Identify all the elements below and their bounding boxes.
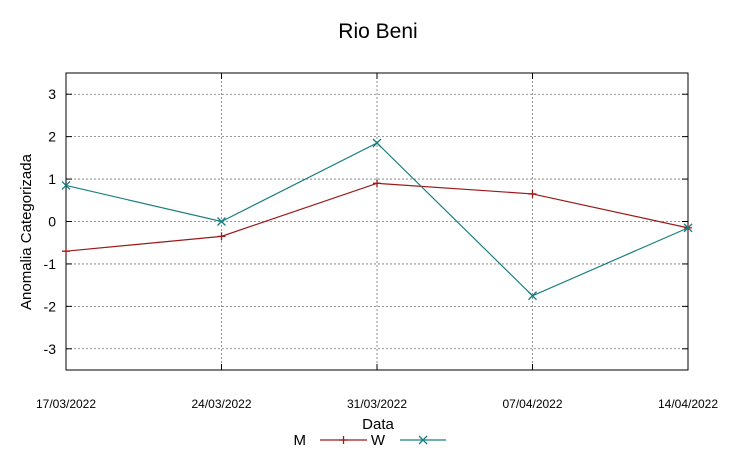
- cross-marker: [372, 138, 382, 148]
- x-tick-label: 31/03/2022: [347, 397, 407, 411]
- plus-marker: [62, 247, 70, 256]
- x-tick-label: 14/04/2022: [658, 397, 718, 411]
- legend-label: M: [294, 432, 307, 449]
- y-tick-label: 3: [48, 86, 56, 102]
- y-axis-label: Anomalia Categorizada: [18, 153, 35, 310]
- legend-item-w: W: [371, 432, 446, 449]
- axis-ticks: 3 2 1 0 -1 -2 -3 17/03/2022 24/03/2022 31/03/2022…: [36, 73, 718, 411]
- series-group: [61, 138, 693, 301]
- cross-marker: [61, 180, 71, 190]
- y-tick-label: -2: [44, 298, 57, 314]
- plus-marker: [339, 436, 348, 444]
- x-tick-label: 07/04/2022: [502, 397, 562, 411]
- cross-marker: [418, 435, 428, 445]
- series-m: [62, 179, 692, 256]
- series-w: [61, 138, 693, 301]
- x-axis-label: Data: [362, 416, 394, 433]
- chart-title: Rio Beni: [338, 20, 417, 43]
- y-tick-label: 0: [48, 214, 56, 230]
- legend-item-m: M: [294, 432, 367, 449]
- legend-label: W: [371, 432, 386, 449]
- x-tick-label: 17/03/2022: [36, 397, 96, 411]
- y-tick-label: 2: [48, 129, 56, 145]
- cross-marker: [528, 291, 537, 301]
- x-tick-label: 24/03/2022: [191, 397, 251, 411]
- cross-marker: [217, 217, 226, 226]
- y-tick-label: 1: [48, 171, 56, 187]
- y-tick-label: -1: [44, 256, 57, 272]
- grid: [66, 73, 688, 370]
- y-tick-label: -3: [44, 341, 57, 357]
- plus-marker: [373, 179, 381, 188]
- plus-marker: [528, 189, 537, 198]
- plus-marker: [217, 232, 226, 241]
- cross-marker: [683, 223, 693, 233]
